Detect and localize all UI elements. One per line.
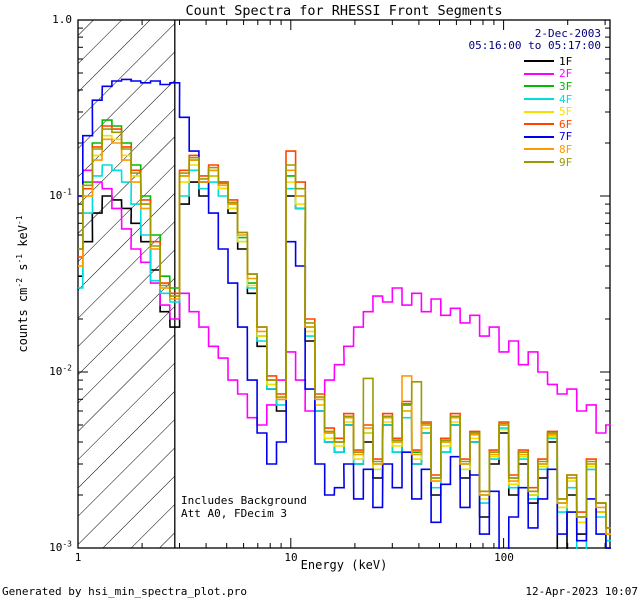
x-axis-title: Energy (keV)	[300, 558, 388, 572]
x-tick-label: 1	[74, 551, 82, 564]
annotation-attenuator-state: Att A0, FDecim 3	[181, 507, 287, 520]
legend-label: 4F	[559, 92, 573, 106]
legend-entry-7f: 7F	[524, 131, 614, 144]
legend-entry-8f: 8F	[524, 143, 614, 156]
legend-entry-2f: 2F	[524, 68, 614, 81]
observation-time-interval: 05:16:00 to 05:17:00	[468, 39, 601, 52]
legend-entry-3f: 3F	[524, 80, 614, 93]
generated-by-text: Generated by hsi_min_spectra_plot.pro	[2, 585, 248, 598]
series-7f	[78, 78, 611, 549]
legend-entry-6f: 6F	[524, 118, 614, 131]
generated-timestamp: 12-Apr-2023 10:07	[525, 585, 638, 598]
legend-label: 6F	[559, 117, 573, 131]
x-tick-label: 100	[494, 551, 514, 564]
chart-title: Count Spectra for RHESSI Front Segments	[185, 3, 503, 19]
legend-swatch-icon	[524, 72, 554, 75]
legend: 1F 2F 3F 4F 5F 6F 7F 8F 9F	[524, 55, 614, 168]
legend-swatch-icon	[524, 98, 554, 101]
legend-swatch-icon	[524, 110, 554, 113]
annotation-includes-background: Includes Background	[181, 494, 307, 507]
x-tick-label: 10	[284, 551, 298, 564]
legend-label: 5F	[559, 105, 573, 119]
legend-label: 9F	[559, 155, 573, 169]
legend-entry-1f: 1F	[524, 55, 614, 68]
legend-entry-5f: 5F	[524, 105, 614, 118]
legend-swatch-icon	[524, 60, 554, 63]
y-tick-label: 10-3	[49, 539, 72, 554]
y-axis-title: counts cm-2 s-1 keV-1	[15, 215, 30, 353]
legend-entry-9f: 9F	[524, 156, 614, 169]
legend-entry-4f: 4F	[524, 93, 614, 106]
legend-label: 3F	[559, 79, 573, 93]
legend-swatch-icon	[524, 161, 554, 164]
y-tick-label: 10-1	[49, 187, 72, 202]
series-9f	[78, 128, 611, 529]
plot-frame	[77, 19, 611, 549]
legend-label: 8F	[559, 142, 573, 156]
legend-label: 1F	[559, 54, 573, 68]
legend-swatch-icon	[524, 135, 554, 138]
legend-label: 2F	[559, 67, 573, 81]
excluded-region-hatch	[78, 20, 175, 548]
legend-swatch-icon	[524, 85, 554, 88]
series-2f	[78, 169, 611, 434]
legend-swatch-icon	[524, 123, 554, 126]
legend-label: 7F	[559, 130, 573, 144]
y-tick-label: 1.0	[52, 13, 72, 26]
plot-area	[77, 19, 611, 549]
legend-swatch-icon	[524, 148, 554, 151]
y-tick-label: 10-2	[49, 363, 72, 378]
observation-date: 2-Dec-2003	[534, 27, 601, 40]
